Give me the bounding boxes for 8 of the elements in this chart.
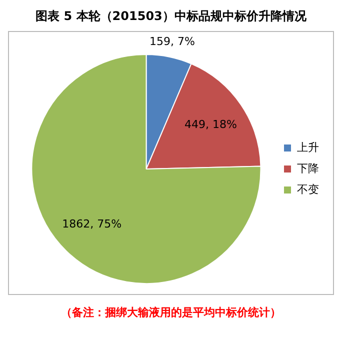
legend-label: 上升 bbox=[297, 140, 319, 154]
data-label: 449, 18% bbox=[184, 118, 237, 132]
text: （备注：捆绑大输液用的是平均中标价统计） bbox=[60, 305, 282, 320]
data-label: 1862, 75% bbox=[62, 218, 122, 231]
chart-title: 图表 5 本轮（201503）中标品规中标价升降情况 bbox=[34, 8, 308, 25]
data-label: 159, 7% bbox=[150, 35, 195, 48]
legend-label: 不变 bbox=[297, 182, 319, 196]
legend-label: 下降 bbox=[297, 162, 319, 175]
